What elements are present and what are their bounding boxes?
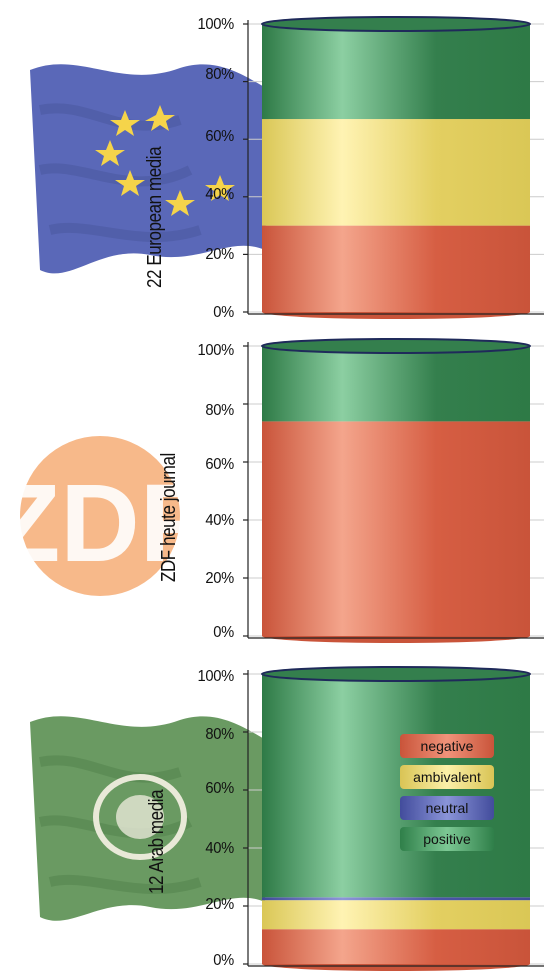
chart-panel-european: 100% 80% 60% 40% 20% 0% 22 European medi…: [0, 0, 544, 326]
cylinder-top-cap: [261, 666, 531, 682]
y-tick-label: 80%: [205, 66, 234, 83]
bar-segment-ambivalent: [262, 900, 530, 930]
y-tick-label: 100%: [197, 16, 234, 33]
legend-item-ambivalent: ambivalent: [400, 765, 494, 789]
y-tick-label: 20%: [205, 570, 234, 587]
y-tick-label: 20%: [205, 246, 234, 263]
bar-segment-negative: [262, 421, 530, 636]
y-tick-label: 100%: [197, 342, 234, 359]
bar-segment-positive: [262, 24, 530, 120]
y-tick-label: 60%: [205, 780, 234, 797]
legend-label: neutral: [425, 800, 469, 816]
cylinder-top-cap: [261, 16, 531, 32]
legend-item-neutral: neutral: [400, 796, 494, 820]
y-tick-label: 60%: [205, 128, 234, 145]
y-tick-label: 40%: [205, 840, 234, 857]
legend: negative ambivalent neutral positive: [392, 722, 512, 872]
cylinder-base: [262, 964, 530, 971]
legend-item-negative: negative: [400, 734, 494, 758]
y-tick-label: 100%: [197, 668, 234, 685]
chart-panel-arab: 100% 80% 60% 40% 20% 0% 12 Arab media ne…: [0, 652, 544, 977]
y-tick-label: 40%: [205, 186, 234, 203]
bar-segment-negative: [262, 225, 530, 312]
cylinder-base: [262, 636, 530, 643]
bar-segment-neutral: [262, 897, 530, 901]
y-tick-label: 0%: [213, 304, 234, 321]
legend-item-positive: positive: [400, 827, 494, 851]
arab-league-flag-icon: [30, 716, 270, 921]
eu-flag-icon: [30, 64, 270, 274]
zdf-logo-icon: ZDF: [10, 436, 207, 596]
cylinder-plot: [243, 338, 544, 643]
chart-panel-zdf: ZDF 100% 80% 60% 40% 20% 0% ZDF heute jo…: [0, 326, 544, 652]
bar-segment-positive: [262, 346, 530, 422]
y-tick-label: 80%: [205, 726, 234, 743]
y-tick-label: 40%: [205, 512, 234, 529]
y-tick-label: 0%: [213, 624, 234, 641]
cylinder-base: [262, 312, 530, 319]
bar-segment-ambivalent: [262, 119, 530, 226]
cylinder-plot: [243, 16, 544, 319]
y-tick-label: 80%: [205, 402, 234, 419]
legend-label: ambivalent: [413, 769, 481, 785]
bar-segment-negative: [262, 929, 530, 964]
legend-label: negative: [420, 738, 474, 754]
svg-text:ZDF: ZDF: [10, 462, 207, 585]
y-tick-label: 60%: [205, 456, 234, 473]
legend-label: positive: [423, 831, 471, 847]
y-tick-label: 20%: [205, 896, 234, 913]
cylinder-top-cap: [261, 338, 531, 354]
y-tick-label: 0%: [213, 952, 234, 969]
